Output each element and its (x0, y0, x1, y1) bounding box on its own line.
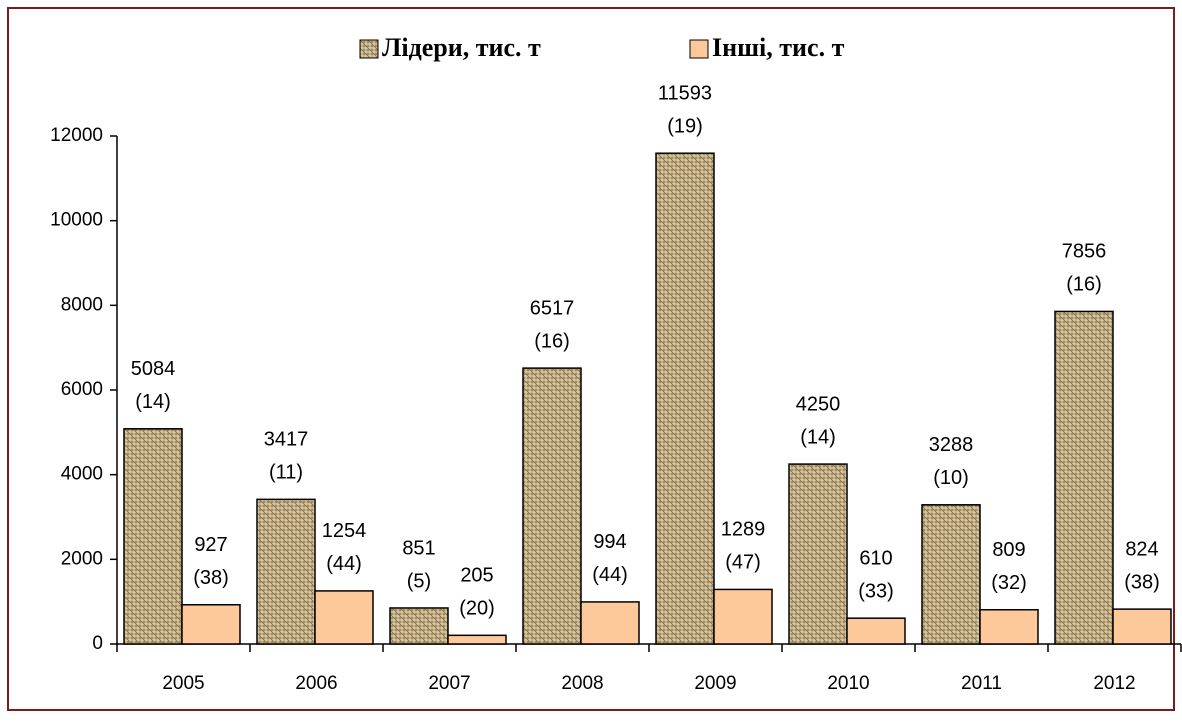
value-note: (38) (193, 567, 229, 589)
value-label: 3288 (929, 434, 974, 456)
value-label: 205 (460, 565, 493, 587)
value-label: 927 (194, 534, 227, 556)
value-note: (19) (667, 116, 703, 138)
y-tick-label: 10000 (50, 210, 103, 231)
bar (580, 601, 640, 645)
x-tick-label: 2012 (1093, 673, 1135, 694)
value-label: 994 (593, 531, 626, 553)
value-note: (16) (534, 330, 570, 352)
bar (447, 634, 507, 645)
bar (522, 367, 582, 645)
x-tick-label: 2008 (561, 673, 603, 694)
x-tick-label: 2009 (694, 673, 736, 694)
value-label: 610 (859, 547, 892, 569)
bar (1054, 310, 1114, 645)
x-tick-label: 2005 (162, 673, 204, 694)
value-note: (44) (326, 553, 362, 575)
bar (123, 428, 183, 645)
y-tick-label: 6000 (61, 379, 103, 400)
legend-label: Інші, тис. т (712, 33, 845, 62)
bar (921, 504, 981, 645)
value-label: 809 (992, 539, 1025, 561)
bar (1112, 608, 1172, 645)
legend-swatch (689, 39, 709, 59)
value-label: 851 (402, 537, 435, 559)
value-note: (32) (991, 572, 1027, 594)
value-note: (11) (269, 462, 303, 484)
value-note: (10) (933, 467, 969, 489)
bar (314, 590, 374, 645)
y-tick-label: 12000 (50, 125, 103, 146)
value-label: 3417 (264, 429, 309, 451)
value-label: 5084 (131, 358, 176, 380)
value-label: 4250 (796, 393, 841, 415)
value-note: (44) (592, 564, 628, 586)
value-label: 1289 (721, 519, 766, 541)
value-label: 11593 (658, 83, 712, 105)
value-note: (16) (1066, 274, 1102, 296)
value-label: 1254 (322, 520, 367, 542)
value-note: (20) (459, 598, 495, 620)
bar (713, 588, 773, 645)
y-tick-label: 2000 (61, 548, 103, 569)
value-note: (33) (858, 580, 894, 602)
value-note: (14) (800, 426, 836, 448)
x-tick-label: 2007 (428, 673, 470, 694)
legend-swatch (359, 39, 379, 59)
frame (7, 7, 1175, 711)
bar (181, 604, 241, 645)
x-tick-label: 2011 (961, 673, 1002, 694)
bar (979, 609, 1039, 645)
bar (655, 152, 715, 645)
y-tick-label: 0 (92, 633, 103, 654)
legend: Лідери, тис. т Інші, тис. т (359, 33, 845, 62)
bar (389, 607, 449, 645)
value-note: (5) (407, 570, 431, 592)
x-tick-label: 2010 (827, 673, 869, 694)
value-label: 7856 (1062, 241, 1107, 263)
value-note: (47) (725, 552, 761, 574)
legend-label: Лідери, тис. т (382, 33, 541, 62)
value-note: (14) (135, 391, 171, 413)
bar (788, 463, 848, 645)
value-label: 824 (1125, 538, 1158, 560)
y-tick-label: 8000 (61, 294, 103, 315)
value-label: 6517 (530, 297, 575, 319)
bar (256, 498, 316, 645)
x-tick-label: 2006 (295, 673, 337, 694)
y-tick-label: 4000 (61, 464, 103, 485)
bar (846, 617, 906, 645)
value-note: (38) (1124, 571, 1160, 593)
